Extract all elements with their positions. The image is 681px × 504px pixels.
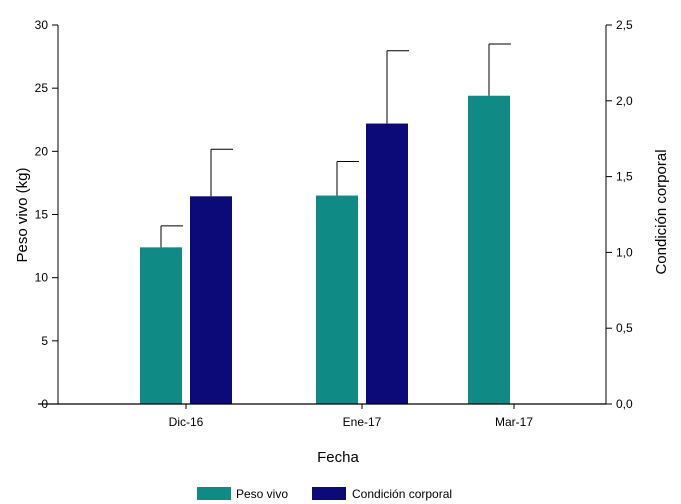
error-bars-layer — [160, 43, 511, 248]
y-axis-right-title: Condición corporal — [653, 149, 670, 274]
y-left-tick-label: 30 — [35, 18, 49, 32]
legend-label-peso-vivo: Peso vivo — [236, 487, 288, 501]
y-left-tick-label: 20 — [35, 144, 49, 158]
y-right-tick-label: 1,5 — [616, 170, 633, 184]
y-left-tick-label: 25 — [35, 81, 49, 95]
y-right-tick-label: 0,5 — [616, 321, 633, 335]
x-tick-label: Mar-17 — [495, 415, 533, 429]
legend-label-condicion-corporal: Condición corporal — [352, 487, 452, 501]
x-tick-label: Ene-17 — [343, 415, 382, 429]
axes-layer: 0 5 10 15 20 25 30 0,0 0,5 1,0 1,5 2,0 2,5 Dic-16 Ene-… — [35, 18, 633, 429]
y-right-tick-label: 2,5 — [616, 18, 633, 32]
y-right-tick-label: 0,0 — [616, 397, 633, 411]
x-axis-title: Fecha — [317, 449, 359, 466]
bar-condicion-corporal-dic-16 — [190, 196, 232, 404]
y-left-tick-label: 10 — [35, 271, 49, 285]
x-tick-label: Dic-16 — [169, 415, 204, 429]
legend-swatch-peso-vivo — [197, 487, 231, 500]
y-left-tick-label: 5 — [41, 334, 48, 348]
bar-peso-vivo-dic-16 — [140, 247, 182, 404]
bar-peso-vivo-mar-17 — [468, 95, 510, 404]
y-axis-left-title: Peso vivo (kg) — [14, 167, 31, 262]
y-right-tick-label: 2,0 — [616, 94, 633, 108]
bars-layer — [140, 95, 510, 404]
bar-condicion-corporal-ene-17 — [366, 123, 408, 404]
y-left-tick-label: 15 — [35, 208, 49, 222]
legend: Peso vivo Condición corporal — [197, 487, 452, 501]
bar-peso-vivo-ene-17 — [316, 195, 358, 404]
y-left-tick-label: 0 — [41, 397, 48, 411]
y-right-tick-label: 1,0 — [616, 245, 633, 259]
legend-swatch-condicion-corporal — [312, 487, 346, 500]
